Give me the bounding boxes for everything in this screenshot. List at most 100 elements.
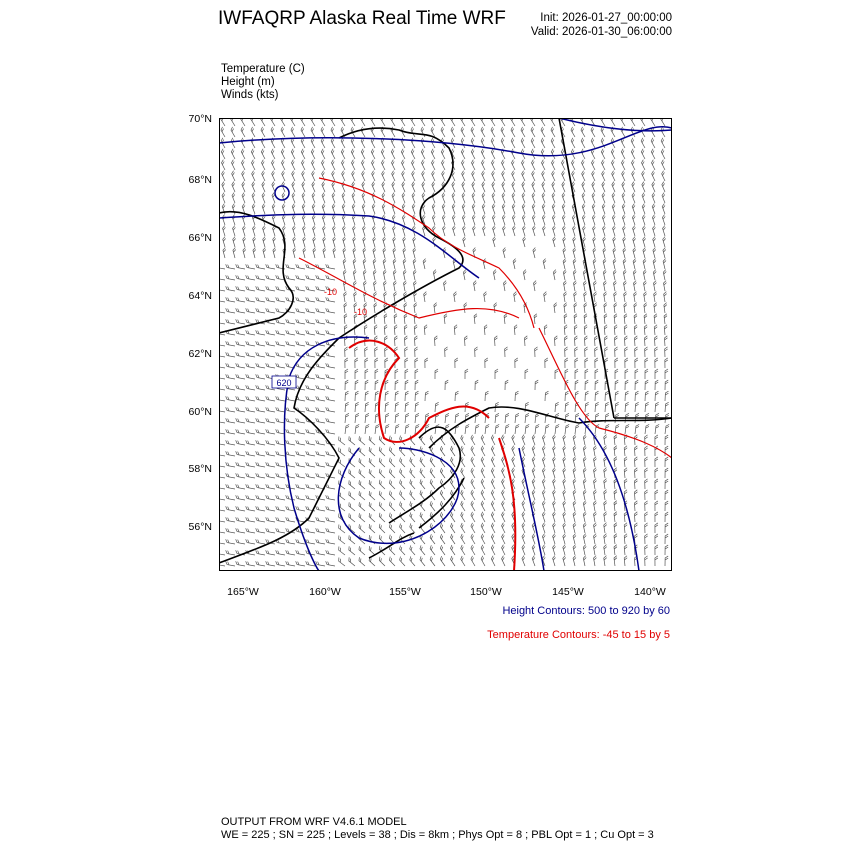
wind-barb	[255, 275, 266, 281]
wind-barb	[641, 159, 646, 171]
wind-barb	[383, 313, 388, 325]
wind-barb	[311, 203, 316, 215]
wind-barb	[572, 258, 577, 270]
wind-barb	[363, 302, 368, 314]
wind-barb	[230, 148, 236, 160]
wind-barb	[394, 413, 400, 424]
wind-barb	[421, 192, 426, 204]
wind-barb	[654, 390, 659, 402]
wind-barb	[521, 544, 526, 556]
wind-barb	[443, 280, 447, 292]
wind-barb	[381, 181, 386, 193]
wind-barb	[562, 511, 566, 523]
wind-barb	[384, 357, 389, 369]
wind-barb	[231, 192, 236, 204]
wind-barb	[295, 275, 306, 281]
wind-barb	[513, 324, 518, 336]
wind-barb	[644, 335, 648, 347]
wind-barb	[225, 517, 236, 523]
wind-barb	[480, 555, 486, 567]
wind-barb	[502, 247, 507, 259]
wind-barb	[413, 302, 418, 314]
wind-barb	[641, 214, 646, 226]
wind-barb	[571, 170, 576, 182]
wind-barb	[644, 456, 648, 468]
wind-barb	[623, 522, 628, 534]
wind-barb	[410, 118, 416, 127]
wind-barb	[240, 126, 246, 138]
wind-barb	[219, 363, 226, 369]
wind-barb	[261, 192, 266, 204]
wind-barb	[531, 214, 536, 226]
wind-barb	[235, 539, 246, 545]
wind-barb	[630, 148, 636, 160]
wind-barb	[310, 137, 316, 149]
wind-barb	[301, 170, 306, 182]
wind-barb	[311, 214, 316, 226]
wind-barb	[305, 451, 316, 457]
lat-label: 68°N	[188, 174, 212, 186]
wind-barb	[265, 385, 276, 391]
wind-barb	[634, 489, 638, 501]
wind-barb	[573, 291, 577, 303]
wind-barb	[421, 159, 426, 171]
wind-barb	[265, 407, 276, 413]
wind-barb	[225, 407, 236, 413]
wind-barb	[245, 539, 256, 545]
wind-barb	[414, 413, 420, 424]
wind-barb	[652, 269, 657, 281]
wind-barb	[631, 214, 636, 226]
wind-barb	[511, 467, 516, 479]
wind-barb	[471, 203, 476, 215]
wind-barb	[399, 479, 406, 490]
wind-barb	[275, 418, 286, 424]
wind-barb	[310, 126, 316, 138]
wind-barb	[255, 385, 266, 391]
wind-barb	[315, 550, 326, 556]
wind-barb	[348, 436, 356, 446]
wind-barb	[404, 413, 410, 424]
wind-barb	[501, 192, 506, 204]
wind-barb	[450, 445, 456, 457]
wind-barb	[600, 148, 606, 160]
wind-barb	[603, 533, 607, 545]
wind-barb	[330, 118, 336, 127]
wind-barb	[541, 214, 546, 226]
wind-barb	[219, 539, 226, 545]
wind-barb	[574, 424, 580, 435]
wind-barb	[363, 280, 367, 292]
wind-barb	[614, 368, 619, 380]
wind-barb	[511, 192, 516, 204]
wind-barb	[419, 556, 426, 567]
wind-barb	[441, 203, 446, 215]
wind-barb	[219, 429, 226, 435]
wind-barb	[474, 379, 479, 391]
wind-barb	[664, 500, 669, 512]
wind-barb	[265, 264, 276, 270]
wind-barb	[225, 506, 236, 512]
wind-barb	[394, 424, 400, 435]
wind-barb	[480, 489, 486, 501]
wind-barb	[450, 137, 456, 149]
wind-barb	[354, 413, 360, 424]
wind-barb	[275, 550, 286, 556]
wind-barb	[551, 214, 556, 226]
wind-barb	[541, 170, 546, 182]
wind-barb	[219, 407, 226, 413]
wind-barb	[245, 429, 256, 435]
wind-barb	[338, 447, 346, 457]
wind-barb	[664, 357, 669, 369]
wind-barb	[302, 247, 307, 259]
lon-label: 155°W	[389, 586, 421, 598]
wind-barb	[501, 467, 506, 479]
wind-barb	[241, 192, 246, 204]
wind-barb	[219, 385, 226, 391]
wind-barb	[441, 159, 446, 171]
wind-barb	[654, 489, 659, 501]
wind-barb	[603, 489, 607, 501]
wind-barb	[373, 324, 378, 336]
wind-barb	[460, 467, 466, 479]
wind-barb	[403, 313, 408, 325]
wind-barb	[491, 203, 496, 215]
wind-barb	[460, 148, 466, 160]
